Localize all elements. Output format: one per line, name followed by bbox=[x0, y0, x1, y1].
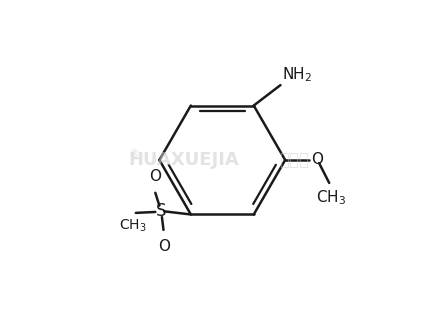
Text: 化学加: 化学加 bbox=[279, 151, 309, 169]
Text: CH$_3$: CH$_3$ bbox=[119, 218, 146, 234]
Text: ®: ® bbox=[130, 149, 139, 159]
Text: O: O bbox=[158, 239, 170, 254]
Text: HUAXUEJIA: HUAXUEJIA bbox=[128, 151, 239, 169]
Text: O: O bbox=[149, 169, 161, 184]
Text: NH$_2$: NH$_2$ bbox=[282, 65, 312, 84]
Text: CH$_3$: CH$_3$ bbox=[316, 188, 346, 207]
Text: S: S bbox=[156, 202, 166, 220]
Text: O: O bbox=[311, 153, 323, 167]
